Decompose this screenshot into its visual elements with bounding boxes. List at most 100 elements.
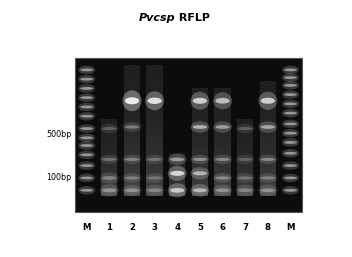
Ellipse shape	[80, 68, 93, 71]
Bar	[260, 137, 276, 140]
Bar	[124, 96, 140, 99]
Bar	[260, 188, 276, 190]
Bar	[124, 126, 140, 129]
Ellipse shape	[168, 154, 187, 165]
Ellipse shape	[282, 161, 299, 170]
Bar	[237, 137, 253, 139]
Ellipse shape	[284, 189, 297, 192]
Ellipse shape	[78, 93, 95, 102]
Ellipse shape	[145, 173, 164, 183]
Ellipse shape	[125, 125, 139, 128]
Ellipse shape	[80, 144, 93, 147]
Ellipse shape	[80, 127, 93, 130]
Bar	[260, 122, 276, 125]
Bar	[260, 96, 276, 98]
Bar	[101, 163, 118, 165]
Bar	[192, 163, 208, 166]
Bar	[169, 179, 186, 180]
Bar	[124, 143, 140, 146]
Ellipse shape	[282, 90, 299, 99]
Bar	[124, 193, 140, 196]
Bar	[237, 175, 253, 177]
Bar	[146, 112, 163, 116]
Text: Pvcsp: Pvcsp	[138, 13, 175, 23]
Bar	[169, 178, 186, 179]
Ellipse shape	[193, 171, 207, 175]
Ellipse shape	[78, 186, 95, 195]
Bar	[169, 184, 186, 185]
Ellipse shape	[122, 122, 142, 132]
Ellipse shape	[282, 120, 299, 128]
Bar	[146, 143, 163, 146]
Bar	[192, 102, 208, 105]
Bar	[237, 157, 253, 159]
Ellipse shape	[145, 155, 164, 164]
Bar	[169, 169, 186, 170]
Bar	[169, 170, 186, 171]
Bar	[237, 127, 253, 129]
Bar	[101, 159, 118, 161]
Bar	[124, 123, 140, 126]
Bar	[237, 141, 253, 143]
Ellipse shape	[282, 129, 299, 137]
Ellipse shape	[100, 172, 119, 184]
Ellipse shape	[78, 103, 95, 111]
Bar	[101, 175, 118, 177]
Bar	[124, 170, 140, 173]
Bar	[192, 113, 208, 116]
Bar	[192, 169, 208, 171]
Bar	[192, 108, 208, 111]
Bar	[101, 129, 118, 131]
Bar	[101, 177, 118, 179]
Bar	[214, 122, 231, 124]
Bar	[146, 176, 163, 180]
Bar	[124, 139, 140, 143]
Ellipse shape	[78, 84, 95, 93]
Bar	[101, 145, 118, 147]
Bar	[192, 116, 208, 119]
Bar	[169, 174, 186, 176]
Bar	[237, 165, 253, 167]
Bar	[101, 135, 118, 137]
Bar	[192, 155, 208, 158]
Ellipse shape	[170, 188, 184, 193]
Ellipse shape	[215, 125, 230, 129]
Ellipse shape	[284, 93, 297, 96]
Bar	[214, 113, 231, 116]
Ellipse shape	[80, 78, 93, 81]
Ellipse shape	[258, 121, 277, 133]
Bar	[214, 88, 231, 91]
Bar	[260, 93, 276, 96]
Bar	[101, 155, 118, 157]
Bar	[124, 86, 140, 89]
Ellipse shape	[215, 98, 230, 104]
Bar	[260, 190, 276, 194]
Bar	[260, 84, 276, 87]
Bar	[192, 158, 208, 160]
Ellipse shape	[193, 98, 207, 104]
Bar	[124, 190, 140, 193]
Ellipse shape	[78, 112, 95, 121]
Bar	[237, 185, 253, 187]
Ellipse shape	[102, 127, 117, 130]
Ellipse shape	[190, 184, 209, 196]
Bar	[192, 188, 208, 191]
Ellipse shape	[213, 173, 232, 183]
Bar	[237, 177, 253, 179]
Bar	[237, 173, 253, 175]
Bar	[237, 131, 253, 133]
Bar	[260, 143, 276, 146]
Bar	[101, 167, 118, 169]
Bar	[192, 122, 208, 124]
Bar	[124, 89, 140, 92]
Bar	[237, 147, 253, 149]
Ellipse shape	[284, 177, 297, 179]
Bar	[146, 116, 163, 119]
Ellipse shape	[168, 183, 187, 197]
Ellipse shape	[125, 188, 139, 192]
Ellipse shape	[215, 158, 230, 161]
Bar	[146, 156, 163, 159]
Bar	[260, 170, 276, 173]
Bar	[260, 173, 276, 176]
Ellipse shape	[282, 81, 299, 90]
